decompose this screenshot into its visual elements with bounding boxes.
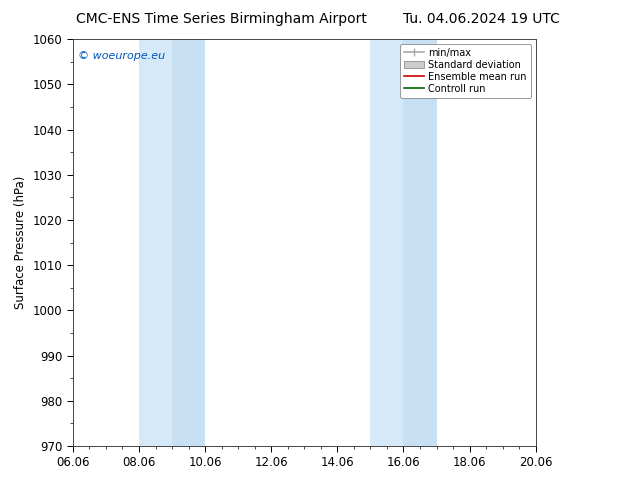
Bar <box>403 39 437 446</box>
Legend: min/max, Standard deviation, Ensemble mean run, Controll run: min/max, Standard deviation, Ensemble me… <box>400 44 531 98</box>
Text: Tu. 04.06.2024 19 UTC: Tu. 04.06.2024 19 UTC <box>403 12 560 26</box>
Y-axis label: Surface Pressure (hPa): Surface Pressure (hPa) <box>14 176 27 309</box>
Text: © woeurope.eu: © woeurope.eu <box>77 51 165 61</box>
Bar <box>370 39 403 446</box>
Text: CMC-ENS Time Series Birmingham Airport: CMC-ENS Time Series Birmingham Airport <box>77 12 367 26</box>
Bar <box>139 39 172 446</box>
Bar <box>172 39 205 446</box>
